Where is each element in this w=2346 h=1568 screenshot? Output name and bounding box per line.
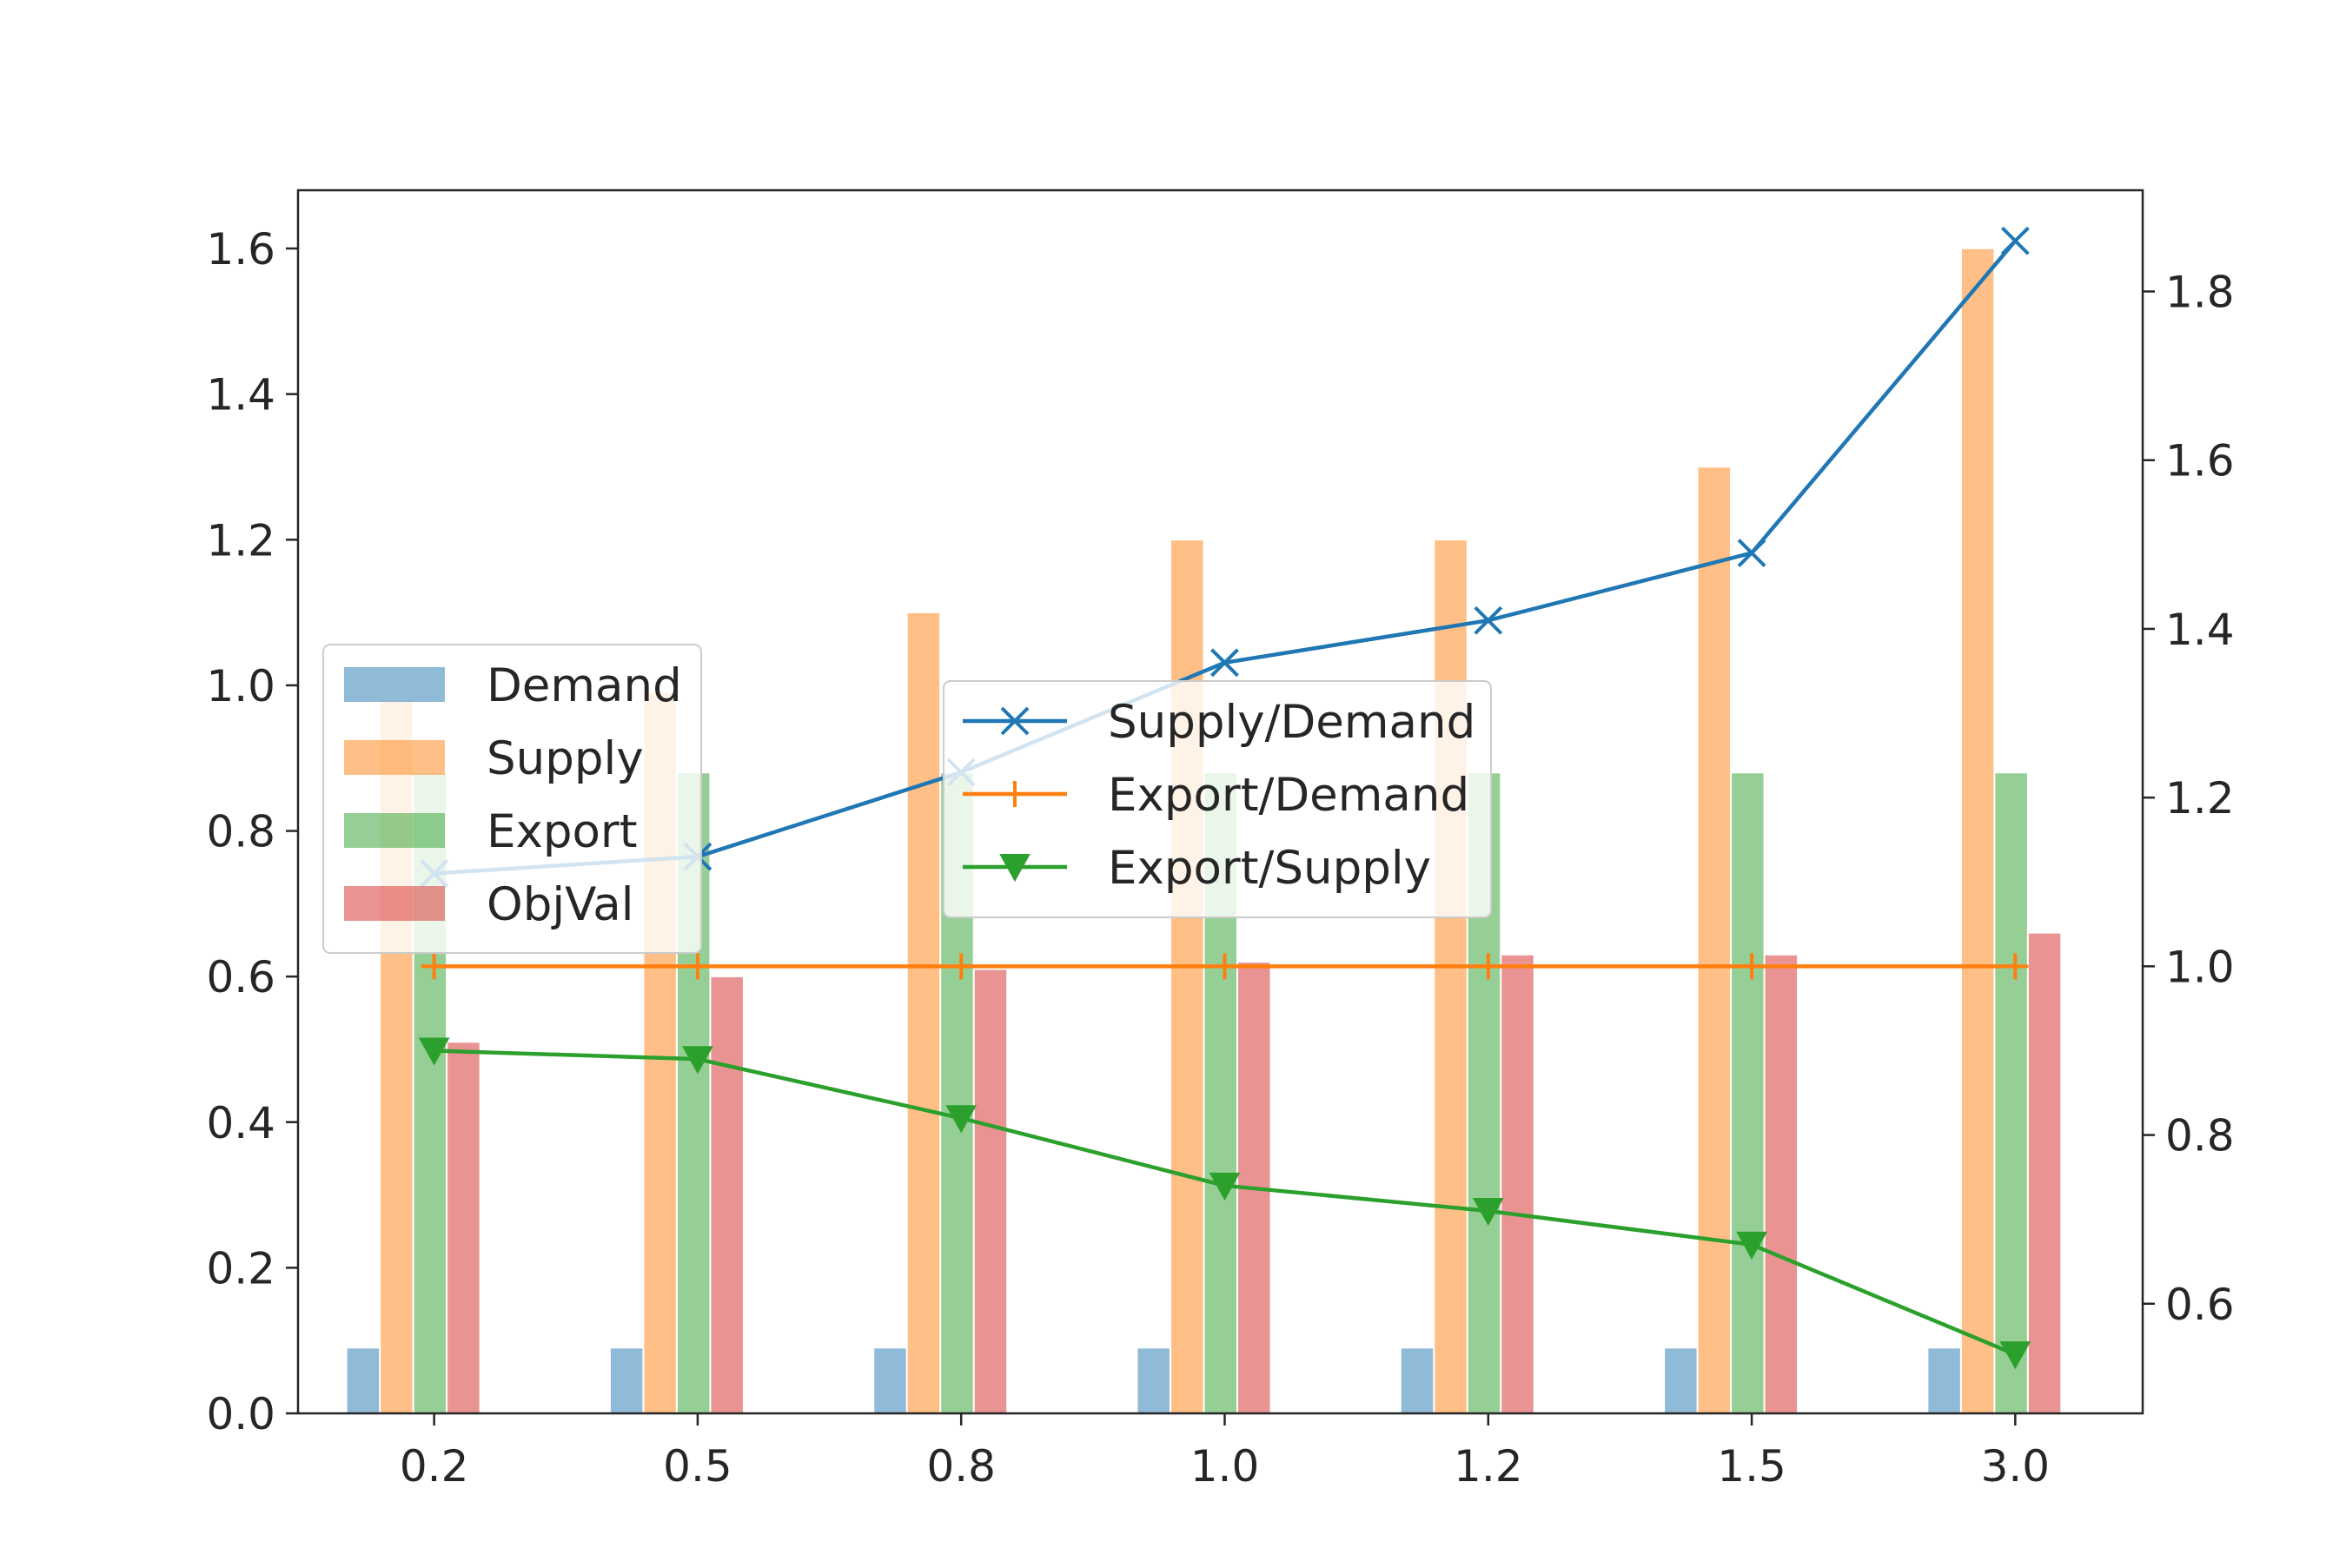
bar-export-3.0 [1993,771,2029,1414]
bar-supply-1.5 [1697,466,1732,1414]
point-supply-demand-3.0 [2000,226,2030,255]
legend-swatch-objval [344,886,445,921]
bar-demand-1.5 [1663,1346,1699,1414]
point-export-supply-0.8 [945,1105,978,1134]
point-export-supply-1.0 [1209,1172,1241,1201]
y-right-tick-label-1.2: 1.2 [2165,773,2235,824]
x-tick-label-1.5: 1.5 [1717,1441,1786,1492]
point-supply-demand-1.0 [1210,648,1239,678]
y-left-tick-label-0.8: 0.8 [206,807,275,857]
y-right-tick-label-1.0: 1.0 [2165,942,2235,992]
legend-bars: Demand Supply Export ObjVal [322,644,702,954]
x-tick-label-1.0: 1.0 [1190,1441,1260,1492]
point-export-demand-1.0 [1211,953,1238,980]
bar-demand-1.2 [1400,1346,1435,1414]
bar-objval-0.2 [446,1041,481,1414]
bar-series-export [413,771,2029,1414]
point-export-supply-0.5 [682,1046,713,1075]
legend-label-objval: ObjVal [487,878,633,931]
legend-label-supply-demand: Supply/Demand [1108,696,1475,749]
bar-objval-1.2 [1500,954,1535,1414]
point-export-demand-1.2 [1475,953,1501,980]
point-export-supply-3.0 [1999,1341,2031,1370]
point-export-supply-1.5 [1736,1231,1767,1260]
y-right-tick-label-1.8: 1.8 [2165,268,2235,318]
line-series-export-supply [418,1037,2031,1370]
x-tick-label-1.2: 1.2 [1454,1441,1523,1492]
x-tick-label-0.8: 0.8 [926,1441,996,1492]
y-left-tick-label-0.2: 0.2 [206,1243,275,1293]
bar-objval-1.5 [1764,954,1799,1414]
y-left-tick-label-1.0: 1.0 [206,661,275,711]
legend-marker-supply-demand [1000,706,1030,736]
point-export-demand-3.0 [2002,953,2029,980]
bar-objval-3.0 [2027,932,2062,1414]
bar-supply-3.0 [1960,248,1995,1414]
bar-demand-0.8 [872,1346,908,1414]
legend-label-demand: Demand [487,659,682,712]
legend-label-supply: Supply [487,732,644,785]
bar-supply-1.0 [1170,539,1204,1414]
point-supply-demand-1.2 [1474,605,1503,635]
plot-frame [296,189,2144,1415]
y-right-tick-label-1.6: 1.6 [2165,436,2235,486]
y-left-tick-label-1.4: 1.4 [206,370,275,420]
legend-swatch-supply [344,740,445,775]
y-left-tick-label-0.6: 0.6 [206,952,275,1002]
legend-label-export-supply: Export/Supply [1108,842,1431,895]
bar-series-demand [346,1346,1962,1414]
bars-layer [346,248,2062,1414]
x-tick-label-3.0: 3.0 [1981,1441,2051,1492]
y-right-tick-label-0.8: 0.8 [2165,1111,2235,1161]
y-left-tick-label-1.6: 1.6 [206,224,275,275]
point-export-demand-1.5 [1739,953,1766,980]
bar-supply-0.8 [906,612,941,1414]
axes-layer: 0.2 0.5 0.8 1.0 1.2 1.5 3.0 0.0 0.2 0.4 0.6 0.8 1.0 1… [206,189,2235,1492]
legend-lines-box [943,680,1492,918]
bar-objval-0.5 [709,976,745,1414]
bar-demand-3.0 [1926,1346,1962,1414]
legend-bars-box [322,644,702,954]
x-tick-label-0.5: 0.5 [663,1441,732,1492]
bar-demand-1.0 [1137,1346,1171,1414]
y-right-tick-label-0.6: 0.6 [2165,1280,2235,1330]
bar-export-1.5 [1730,771,1766,1414]
bar-demand-0.2 [346,1346,381,1414]
bar-objval-0.8 [973,969,1008,1414]
point-export-supply-0.2 [418,1037,450,1066]
legend-marker-export-supply [999,854,1031,883]
y-right-tick-label-1.4: 1.4 [2165,605,2235,655]
x-tick-label-0.2: 0.2 [400,1441,469,1492]
y-left-tick-label-1.2: 1.2 [206,515,275,566]
legend-lines: Supply/Demand Export/Demand Export/Supply [943,680,1492,918]
point-export-supply-1.2 [1472,1198,1504,1227]
legend-swatch-export [344,813,445,848]
y-left-tick-label-0.0: 0.0 [206,1389,275,1439]
bar-demand-0.5 [609,1346,644,1414]
point-export-demand-0.2 [421,953,447,980]
line-series-export-demand [421,953,2029,980]
point-supply-demand-1.5 [1737,539,1766,567]
y-left-tick-label-0.4: 0.4 [206,1098,275,1148]
legend-marker-export-demand [1002,781,1028,807]
point-export-demand-0.8 [948,953,975,980]
bar-supply-1.2 [1433,539,1468,1414]
legend-layer: Demand Supply Export ObjVal Supply/Demand Exp… [322,644,1492,954]
legend-label-export: Export [487,805,638,858]
point-export-demand-0.5 [684,953,711,980]
legend-label-export-demand: Export/Demand [1108,769,1469,822]
legend-swatch-demand [344,667,445,702]
